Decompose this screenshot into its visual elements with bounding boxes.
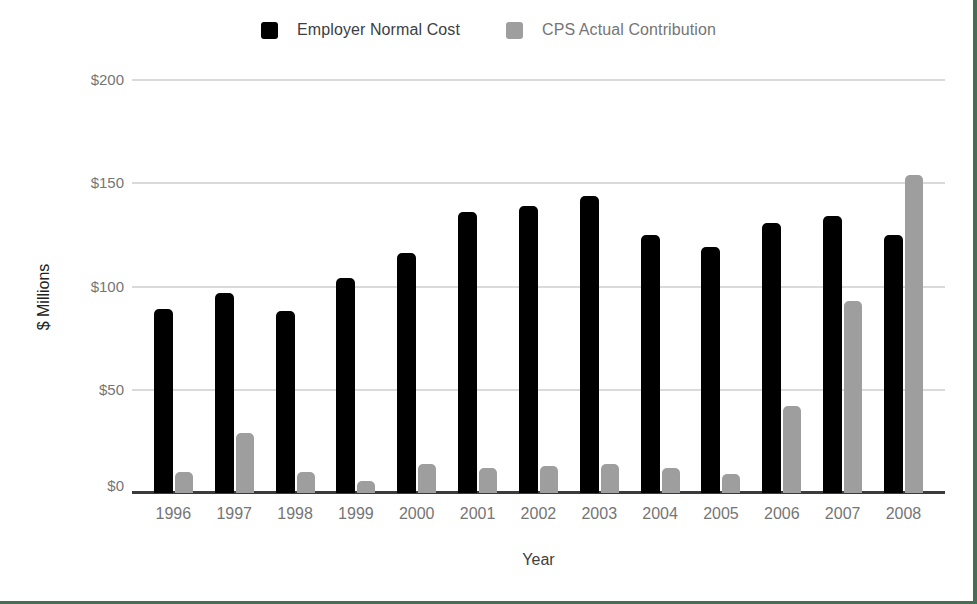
bar-group-2008: 2008 — [884, 80, 923, 493]
bar-employer-normal-cost-1996 — [154, 309, 173, 493]
x-axis-tick-label: 1996 — [156, 505, 192, 523]
bar-group-2002: 2002 — [519, 80, 558, 493]
bar-group-1997: 1997 — [215, 80, 254, 493]
legend-item-employer-normal-cost: Employer Normal Cost — [261, 21, 460, 39]
bar-cps-actual-contribution-2000 — [418, 464, 436, 493]
bar-employer-normal-cost-2004 — [641, 235, 660, 493]
bar-group-2003: 2003 — [580, 80, 619, 493]
x-axis-tick-label: 1999 — [338, 505, 374, 523]
x-axis-tick-label: 2007 — [825, 505, 861, 523]
bar-series-container: 1996 1997 1998 1999 2000 2001 2002 2003 2004 2005… — [132, 80, 945, 493]
page-border-right — [973, 0, 977, 604]
y-axis-tick-label: $150 — [0, 174, 124, 192]
x-axis-tick-label: 1997 — [216, 505, 252, 523]
x-axis-tick-label: 2005 — [703, 505, 739, 523]
bar-employer-normal-cost-1997 — [215, 293, 234, 493]
bar-group-2001: 2001 — [458, 80, 497, 493]
bar-employer-normal-cost-2002 — [519, 206, 538, 493]
x-axis-tick-label: 2004 — [642, 505, 678, 523]
bar-cps-actual-contribution-2008 — [905, 175, 923, 493]
bar-cps-actual-contribution-1998 — [297, 472, 315, 493]
x-axis-tick-label: 2006 — [764, 505, 800, 523]
x-axis-tick-label: 2000 — [399, 505, 435, 523]
bar-employer-normal-cost-1999 — [336, 278, 355, 493]
x-axis-tick-label: 2008 — [886, 505, 922, 523]
bar-cps-actual-contribution-2003 — [601, 464, 619, 493]
bar-employer-normal-cost-1998 — [276, 311, 295, 493]
x-axis-title: Year — [132, 551, 945, 569]
legend-label: CPS Actual Contribution — [542, 21, 716, 39]
bar-group-2005: 2005 — [701, 80, 740, 493]
bar-group-1998: 1998 — [276, 80, 315, 493]
bar-employer-normal-cost-2005 — [701, 247, 720, 493]
legend-swatch-icon — [261, 22, 278, 39]
bar-cps-actual-contribution-2004 — [662, 468, 680, 493]
bar-cps-actual-contribution-1999 — [357, 481, 375, 493]
bar-cps-actual-contribution-2006 — [783, 406, 801, 493]
chart-legend: Employer Normal Cost CPS Actual Contribut… — [0, 21, 977, 39]
plot-area: 1996 1997 1998 1999 2000 2001 2002 2003 2004 2005… — [132, 80, 945, 493]
x-axis-tick-label: 1998 — [277, 505, 313, 523]
bar-employer-normal-cost-2007 — [823, 216, 842, 493]
bar-cps-actual-contribution-2005 — [722, 474, 740, 493]
bar-cps-actual-contribution-2002 — [540, 466, 558, 493]
x-axis-tick-label: 2002 — [521, 505, 557, 523]
bar-cps-actual-contribution-1997 — [236, 433, 254, 493]
legend-swatch-icon — [506, 22, 523, 39]
x-axis-tick-label: 2001 — [460, 505, 496, 523]
bar-cps-actual-contribution-2001 — [479, 468, 497, 493]
x-axis-tick-label: 2003 — [581, 505, 617, 523]
bar-employer-normal-cost-2000 — [397, 253, 416, 493]
legend-item-cps-actual-contribution: CPS Actual Contribution — [506, 21, 716, 39]
bar-employer-normal-cost-2008 — [884, 235, 903, 493]
y-axis-tick-label: $100 — [0, 278, 124, 296]
bar-group-1999: 1999 — [336, 80, 375, 493]
bar-employer-normal-cost-2003 — [580, 196, 599, 493]
bar-group-2004: 2004 — [641, 80, 680, 493]
bar-group-2007: 2007 — [823, 80, 862, 493]
y-axis-tick-label: $50 — [0, 381, 124, 399]
bar-group-2006: 2006 — [762, 80, 801, 493]
bar-cps-actual-contribution-1996 — [175, 472, 193, 493]
y-axis-title: $ Millions — [35, 264, 53, 331]
bar-group-1996: 1996 — [154, 80, 193, 493]
chart-canvas: Employer Normal Cost CPS Actual Contribut… — [0, 0, 977, 604]
bar-employer-normal-cost-2006 — [762, 223, 781, 494]
bar-employer-normal-cost-2001 — [458, 212, 477, 493]
y-axis-tick-label: $0 — [0, 477, 124, 495]
bar-cps-actual-contribution-2007 — [844, 301, 862, 493]
legend-label: Employer Normal Cost — [297, 21, 460, 39]
y-axis-tick-label: $200 — [0, 71, 124, 89]
bar-group-2000: 2000 — [397, 80, 436, 493]
